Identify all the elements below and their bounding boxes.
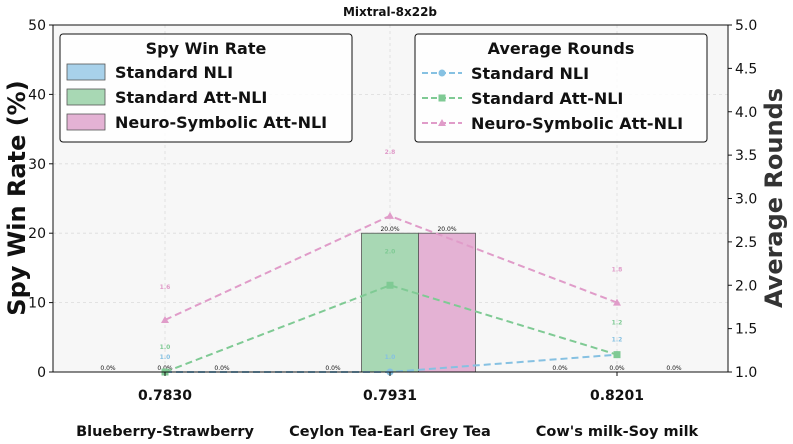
y2-tick-label: 4.0: [735, 105, 757, 121]
line-value-label: 1.2: [612, 320, 623, 327]
bar: [361, 232, 419, 373]
line-value-label: 1.6: [160, 284, 171, 291]
line-value-label: 1.0: [385, 354, 396, 361]
line-marker: [161, 315, 169, 323]
legend-average-rounds: Average Rounds Standard NLI Standard Att-N…: [414, 33, 708, 143]
line-value-label: 1.0: [160, 354, 171, 361]
y-tick-label: 40: [28, 87, 46, 103]
x-category-name: Blueberry-Strawberry: [76, 424, 254, 440]
legend-box: [414, 33, 708, 143]
bars: 0.0%0.0%0.0%0.0%20.0%0.0%0.0%20.0%0.0%: [100, 226, 682, 373]
y-tick-label: 10: [28, 296, 46, 312]
legend-title: Spy Win Rate: [146, 39, 267, 58]
legend-swatch: [66, 88, 106, 106]
y2-tick-label: 1.5: [735, 322, 757, 338]
legend-label: Standard NLI: [115, 63, 233, 82]
x-category-name: Cow's milk-Soy milk: [536, 424, 699, 440]
axes: 0 10 20 30 40 50 1.0 1.5 2.0 2.5 3.0 3.5 4.0 4.5 5.0 0.…: [28, 18, 757, 440]
y-axis-title: Spy Win Rate (%): [3, 80, 31, 315]
line-value-label: 2.0: [385, 248, 396, 255]
legend-label: Standard Att-NLI: [115, 88, 267, 107]
y-tick-label: 0: [37, 365, 46, 381]
line-marker: [613, 298, 621, 306]
lines: 1.0 1.0 1.2 1.0 2.0 1.2 1.6 2.8 1.8: [160, 149, 623, 376]
chart-title: Mixtral-8x22b: [343, 5, 437, 19]
x-category-name: Ceylon Tea-Earl Grey Tea: [289, 424, 491, 440]
y2-tick-label: 5.0: [735, 18, 757, 34]
x-tick-label: 0.7830: [138, 388, 192, 404]
legend-label: Neuro-Symbolic Att-NLI: [471, 114, 683, 133]
legend-label: Standard Att-NLI: [471, 89, 623, 108]
legend-marker: [438, 69, 446, 77]
legend-label: Standard NLI: [471, 64, 589, 83]
bar-value-label: 20.0%: [380, 226, 399, 233]
y-tick-label: 20: [28, 226, 46, 242]
line-value-label: 1.0: [160, 344, 171, 351]
line-series: [164, 284, 618, 373]
legend-swatch: [66, 113, 106, 131]
line-value-label: 2.8: [385, 149, 396, 156]
bar-value-label: 0.0%: [552, 365, 568, 372]
legend-spy-win-rate: Spy Win Rate Standard NLI Standard Att-NLI…: [59, 33, 353, 143]
y-tick-label: 50: [28, 18, 46, 34]
bar-value-label: 0.0%: [100, 365, 116, 372]
bar-value-label: 0.0%: [666, 365, 682, 372]
legend-title: Average Rounds: [488, 39, 635, 58]
line-value-label: 1.2: [612, 337, 623, 344]
legend-label: Neuro-Symbolic Att-NLI: [115, 113, 327, 132]
y2-axis-title: Average Rounds: [760, 88, 788, 308]
legend-swatch: [66, 63, 106, 81]
legend-marker: [438, 119, 446, 126]
line-value-label: 1.8: [612, 267, 623, 274]
bar-value-label: 0.0%: [325, 365, 341, 372]
y2-tick-label: 4.5: [735, 61, 757, 77]
y2-tick-label: 2.5: [735, 235, 757, 251]
y2-tick-label: 3.5: [735, 148, 757, 164]
y-tick-label: 30: [28, 157, 46, 173]
line-marker: [613, 351, 621, 359]
bar-value-label: 0.0%: [609, 365, 625, 372]
legend-box: [59, 33, 353, 143]
line-marker: [386, 281, 394, 289]
line-marker: [386, 211, 394, 219]
y2-tick-label: 1.0: [735, 365, 757, 381]
bar-value-label: 20.0%: [437, 226, 456, 233]
plot-frame: [52, 24, 729, 373]
bar-value-label: 0.0%: [214, 365, 230, 372]
y2-tick-label: 2.0: [735, 278, 757, 294]
y2-tick-label: 3.0: [735, 192, 757, 208]
x-tick-label: 0.8201: [590, 388, 644, 404]
legend-marker: [438, 94, 446, 102]
x-tick-label: 0.7931: [363, 388, 417, 404]
